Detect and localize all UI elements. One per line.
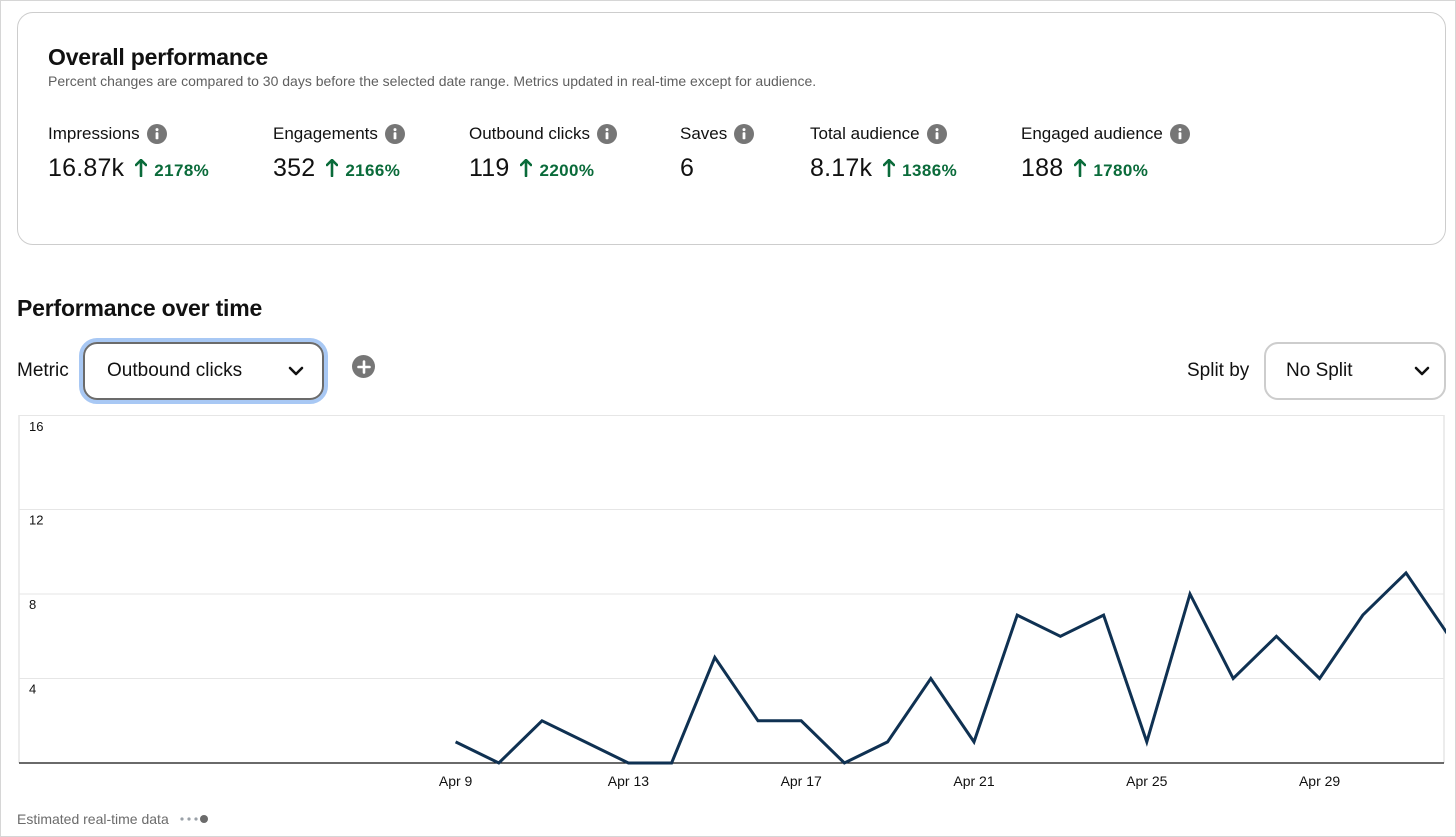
x-tick-label: Apr 21 bbox=[953, 773, 994, 789]
overall-performance-card: Overall performance Percent changes are … bbox=[17, 12, 1446, 245]
estimated-data-legend-mark bbox=[180, 815, 208, 823]
metric-change: 2178% bbox=[135, 158, 209, 181]
split-by-select-value: No Split bbox=[1286, 360, 1353, 381]
metric-value: 6 bbox=[680, 154, 695, 182]
overall-performance-title: Overall performance bbox=[48, 44, 268, 70]
y-tick-label: 4 bbox=[29, 682, 36, 697]
metric-change: 2166% bbox=[326, 158, 400, 181]
plus-icon bbox=[356, 359, 371, 374]
metric-saves: Saves 6 bbox=[680, 123, 755, 183]
y-tick-label: 8 bbox=[29, 597, 36, 612]
info-icon[interactable] bbox=[146, 124, 167, 144]
metric-select-label: Metric bbox=[17, 360, 69, 381]
add-metric-button[interactable] bbox=[352, 355, 375, 378]
metric-label: Saves bbox=[680, 124, 728, 143]
metric-impressions: Impressions 16.87k 2178% bbox=[48, 123, 209, 183]
x-tick-label: Apr 29 bbox=[1299, 773, 1340, 789]
chart-legend: Estimated real-time data bbox=[17, 811, 219, 827]
info-icon[interactable] bbox=[1169, 124, 1190, 144]
metric-change-value: 1780% bbox=[1093, 161, 1149, 180]
metric-total-audience: Total audience 8.17k 1386% bbox=[810, 123, 957, 183]
x-tick-label: Apr 17 bbox=[781, 773, 822, 789]
metric-change-value: 1386% bbox=[902, 161, 958, 180]
metric-select[interactable]: Outbound clicks bbox=[83, 342, 324, 400]
y-tick-label: 16 bbox=[29, 419, 43, 434]
metric-change: 2200% bbox=[520, 158, 594, 181]
metric-value: 119 bbox=[469, 154, 510, 182]
metric-value: 8.17k bbox=[810, 154, 873, 182]
x-tick-label: Apr 9 bbox=[439, 773, 473, 789]
metric-outbound-clicks: Outbound clicks 119 2200% bbox=[469, 123, 617, 183]
metric-change-value: 2200% bbox=[539, 161, 595, 180]
estimated-data-legend-label: Estimated real-time data bbox=[17, 811, 169, 827]
performance-over-time-title: Performance over time bbox=[17, 295, 263, 321]
arrow-up-icon bbox=[1074, 159, 1087, 177]
metric-value: 16.87k bbox=[48, 154, 125, 182]
metric-engagements: Engagements 352 2166% bbox=[273, 123, 405, 183]
metric-label: Engaged audience bbox=[1021, 124, 1163, 143]
split-by-select[interactable]: No Split bbox=[1264, 342, 1446, 400]
arrow-up-icon bbox=[326, 159, 339, 177]
x-tick-label: Apr 13 bbox=[608, 773, 649, 789]
metric-engaged-audience: Engaged audience 188 1780% bbox=[1021, 123, 1190, 183]
performance-chart: 16 12 8 4 Apr 9 Apr 13 Apr 17 Apr 21 Apr 25 Apr 2… bbox=[17, 415, 1446, 805]
metric-change-value: 2166% bbox=[345, 161, 401, 180]
info-icon[interactable] bbox=[734, 124, 755, 144]
overall-performance-subtitle: Percent changes are compared to 30 days … bbox=[48, 73, 817, 89]
metric-value: 352 bbox=[273, 154, 316, 182]
arrow-up-icon bbox=[135, 159, 148, 177]
metric-change-value: 2178% bbox=[154, 161, 210, 180]
metric-change: 1780% bbox=[1074, 158, 1148, 181]
series-line-outbound-clicks bbox=[454, 570, 1446, 765]
metric-change: 1386% bbox=[883, 158, 957, 181]
metric-select-focus-ring: Outbound clicks bbox=[79, 338, 328, 404]
x-tick-label: Apr 25 bbox=[1126, 773, 1167, 789]
split-by-label: Split by bbox=[1187, 360, 1250, 381]
chevron-down-icon bbox=[288, 366, 304, 376]
metric-label: Outbound clicks bbox=[469, 124, 590, 143]
y-tick-label: 12 bbox=[29, 513, 43, 528]
info-icon[interactable] bbox=[926, 124, 947, 144]
chevron-down-icon bbox=[1414, 366, 1430, 376]
metric-select-value: Outbound clicks bbox=[107, 360, 243, 381]
arrow-up-icon bbox=[883, 159, 896, 177]
arrow-up-icon bbox=[520, 159, 533, 177]
info-icon[interactable] bbox=[384, 124, 405, 144]
metric-value: 188 bbox=[1021, 154, 1064, 182]
metric-label: Impressions bbox=[48, 124, 140, 143]
performance-chart-svg: 16 12 8 4 Apr 9 Apr 13 Apr 17 Apr 21 Apr 25 Apr 2… bbox=[18, 415, 1446, 789]
metric-label: Engagements bbox=[273, 124, 378, 143]
info-icon[interactable] bbox=[596, 124, 617, 144]
metric-label: Total audience bbox=[810, 124, 920, 143]
